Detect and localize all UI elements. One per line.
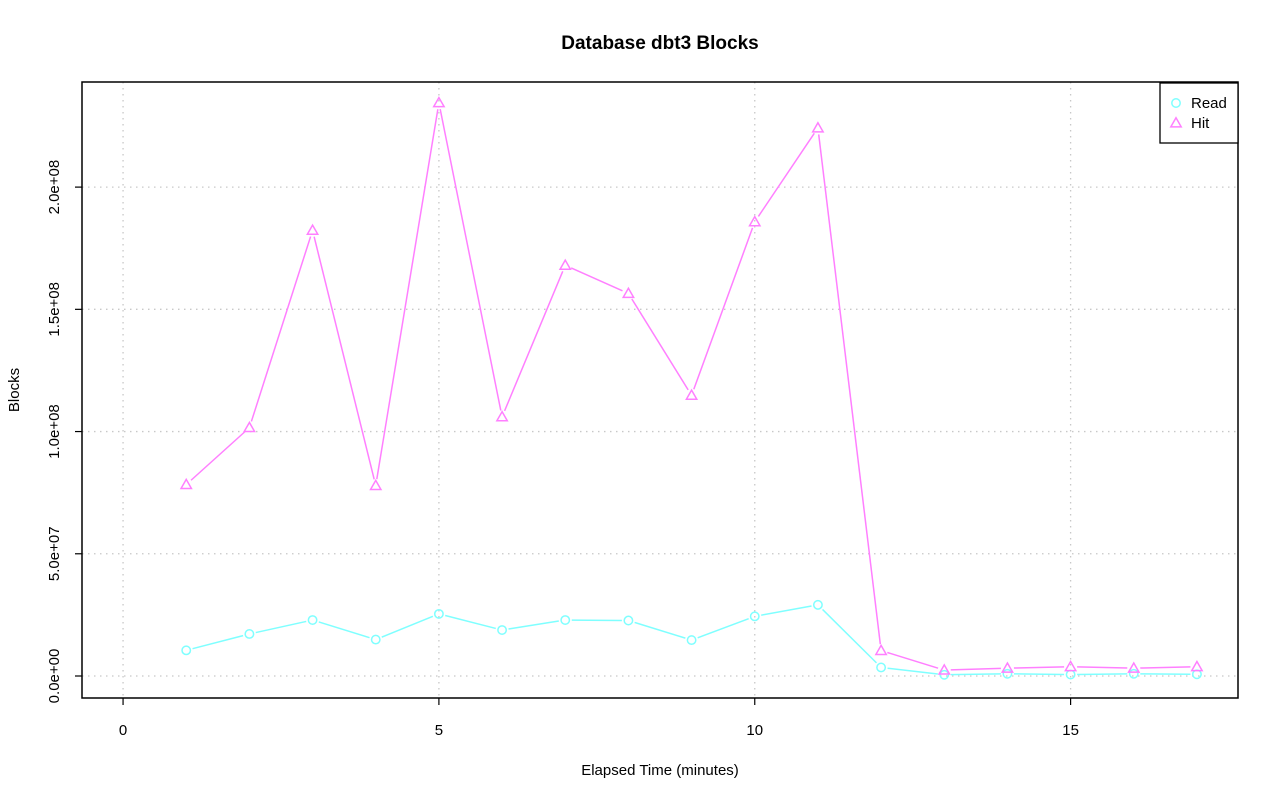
- plot-frame: [81, 81, 1239, 699]
- hit-point: [874, 643, 888, 656]
- read-segment: [1077, 673, 1128, 676]
- read-segment: [508, 620, 559, 630]
- legend: Read Hit: [1159, 82, 1239, 144]
- legend-label-read: Read: [1191, 95, 1227, 112]
- hit-segment: [1077, 666, 1128, 669]
- hit-point: [558, 258, 572, 270]
- hit-point: [369, 478, 383, 491]
- read-segment: [1013, 673, 1065, 676]
- x-tick-label: 10: [746, 722, 763, 739]
- hit-segment: [1013, 666, 1065, 669]
- hit-point: [1127, 661, 1141, 673]
- read-segment: [318, 621, 370, 639]
- hit-segment: [817, 134, 882, 645]
- grid-lines: [82, 82, 1238, 698]
- hit-segment: [570, 267, 623, 292]
- hit-point: [811, 121, 825, 133]
- read-point: [307, 615, 318, 625]
- hit-segment: [950, 667, 1001, 671]
- read-segment: [822, 608, 878, 664]
- hit-segment: [631, 298, 689, 391]
- hit-point: [242, 420, 256, 433]
- read-segment: [634, 621, 686, 639]
- y-tick-label: 0.0e+00: [46, 649, 63, 704]
- read-point: [1128, 668, 1139, 679]
- read-point: [812, 599, 823, 610]
- read-point: [749, 611, 760, 622]
- read-point: [1002, 668, 1013, 679]
- read-point: [560, 615, 571, 625]
- series-hit: [179, 96, 1204, 675]
- hit-point: [432, 96, 446, 108]
- read-segment: [761, 605, 812, 616]
- chart-title: Database dbt3 Blocks: [561, 33, 758, 54]
- hit-segment: [503, 271, 564, 412]
- legend-marker-read: [1171, 98, 1181, 108]
- x-tick-label: 5: [435, 722, 443, 739]
- read-point: [497, 625, 508, 635]
- read-point: [433, 608, 444, 619]
- y-axis-label: Blocks: [6, 368, 23, 412]
- hit-point: [937, 663, 951, 675]
- read-point: [244, 629, 255, 639]
- hit-point: [1064, 659, 1078, 672]
- x-tick-label: 15: [1062, 722, 1079, 739]
- hit-point: [1000, 661, 1014, 673]
- hit-segment: [757, 132, 815, 217]
- hit-point: [1190, 659, 1204, 672]
- read-point: [876, 662, 887, 673]
- hit-segment: [250, 236, 312, 422]
- read-point: [623, 615, 634, 626]
- hit-segment: [439, 109, 502, 411]
- hit-point: [495, 410, 509, 422]
- y-tick-label: 5.0e+07: [46, 526, 63, 581]
- read-segment: [445, 614, 496, 630]
- hit-point: [306, 223, 320, 236]
- hit-point: [621, 286, 635, 299]
- hit-segment: [1140, 666, 1191, 669]
- axes: 0 5 10 15 0.0e+00 5.0e+07 1.0e+08 1.5e+08 2.0e+0…: [46, 160, 1079, 739]
- read-segment: [255, 620, 307, 634]
- hit-segment: [313, 236, 375, 480]
- hit-segment: [190, 431, 246, 481]
- hit-segment: [887, 651, 939, 669]
- x-tick-label: 0: [119, 722, 127, 739]
- read-segment: [950, 673, 1001, 676]
- y-tick-label: 1.0e+08: [46, 404, 63, 459]
- read-segment: [192, 634, 244, 650]
- hit-point: [685, 388, 699, 401]
- y-tick-label: 2.0e+08: [46, 160, 63, 215]
- y-tick-label: 1.5e+08: [46, 282, 63, 337]
- read-segment: [887, 667, 938, 675]
- legend-label-hit: Hit: [1191, 115, 1210, 132]
- hit-point: [748, 215, 762, 227]
- read-point: [181, 645, 192, 656]
- hit-point: [179, 477, 193, 490]
- series-read: [181, 599, 1202, 680]
- read-segment: [381, 615, 434, 638]
- legend-box: [1159, 82, 1239, 144]
- series-layer: [179, 96, 1204, 680]
- read-point: [686, 635, 697, 646]
- hit-segment: [376, 109, 439, 480]
- x-axis-label: Elapsed Time (minutes): [581, 762, 739, 779]
- read-segment: [697, 617, 749, 639]
- legend-marker-hit: [1169, 116, 1183, 128]
- hit-segment: [693, 227, 754, 390]
- read-point: [370, 634, 381, 645]
